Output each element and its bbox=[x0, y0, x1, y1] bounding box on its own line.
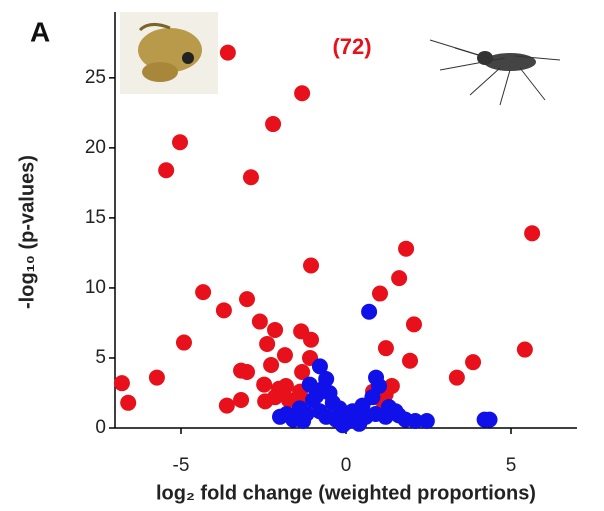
chart: A (72) log₂ fold change (weighted propor… bbox=[0, 0, 604, 511]
x-tick-label: 5 bbox=[506, 455, 517, 476]
point bbox=[378, 340, 394, 356]
point bbox=[482, 412, 498, 428]
point bbox=[271, 381, 287, 397]
point bbox=[239, 291, 255, 307]
point bbox=[465, 354, 481, 370]
point bbox=[406, 316, 422, 332]
point bbox=[220, 45, 236, 61]
point bbox=[263, 357, 279, 373]
x-axis-label: log₂ fold change (weighted proportions) bbox=[156, 482, 536, 504]
point bbox=[303, 332, 319, 348]
point bbox=[372, 286, 388, 302]
point bbox=[114, 375, 130, 391]
point bbox=[398, 241, 414, 257]
y-tick-label: 15 bbox=[85, 207, 106, 228]
y-tick-label: 10 bbox=[85, 277, 106, 298]
point bbox=[195, 284, 211, 300]
point bbox=[158, 162, 174, 178]
point bbox=[216, 302, 232, 318]
point bbox=[419, 413, 435, 429]
point bbox=[295, 413, 311, 429]
point bbox=[272, 409, 288, 425]
point bbox=[120, 395, 136, 411]
point bbox=[341, 409, 357, 425]
point bbox=[259, 336, 275, 352]
x-tick-label: 0 bbox=[341, 455, 352, 476]
point bbox=[267, 322, 283, 338]
point bbox=[305, 392, 321, 408]
point bbox=[239, 364, 255, 380]
point bbox=[449, 370, 465, 386]
x-tick-label: -5 bbox=[173, 455, 190, 476]
point bbox=[294, 85, 310, 101]
y-tick-label: 0 bbox=[95, 417, 106, 438]
point bbox=[176, 335, 192, 351]
point bbox=[402, 353, 418, 369]
point bbox=[172, 134, 188, 150]
point bbox=[219, 398, 235, 414]
y-tick-label: 20 bbox=[85, 137, 106, 158]
point bbox=[256, 377, 272, 393]
point bbox=[361, 304, 377, 320]
point bbox=[303, 258, 319, 274]
point bbox=[391, 407, 407, 423]
annotation: (72) bbox=[332, 34, 371, 59]
mosquito-image bbox=[430, 40, 560, 105]
point bbox=[391, 270, 407, 286]
point bbox=[149, 370, 165, 386]
point bbox=[233, 392, 249, 408]
point bbox=[252, 314, 268, 330]
y-tick-label: 5 bbox=[95, 347, 106, 368]
point bbox=[243, 169, 259, 185]
y-tick-label: 25 bbox=[85, 67, 106, 88]
point bbox=[265, 116, 281, 132]
point bbox=[524, 225, 540, 241]
point bbox=[257, 393, 273, 409]
point bbox=[277, 347, 293, 363]
panel-label: A bbox=[30, 16, 50, 47]
larva-image bbox=[120, 12, 218, 94]
y-axis-label: -log₁₀ (p-values) bbox=[16, 155, 38, 309]
point bbox=[517, 342, 533, 358]
